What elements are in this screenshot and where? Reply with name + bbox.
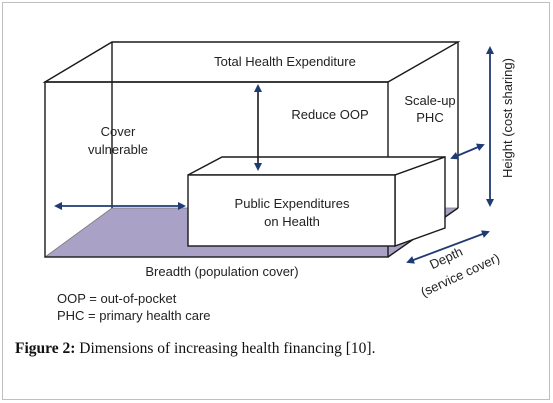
scale-up-phc-label-line1: Scale-up — [404, 93, 455, 108]
height-label: Height (cost sharing) — [500, 58, 515, 178]
inner-box — [187, 156, 446, 247]
total-health-expenditure-label: Total Health Expenditure — [214, 54, 356, 69]
scale-up-phc-label-line2: PHC — [416, 110, 443, 125]
public-expenditures-label-line1: Public Expenditures — [235, 196, 350, 211]
cover-vulnerable-label-line2: vulnerable — [88, 142, 148, 157]
legend-oop: OOP = out-of-pocket — [57, 291, 177, 306]
caption-text: Dimensions of increasing health financin… — [75, 340, 376, 357]
figure-caption: Figure 2: Dimensions of increasing healt… — [15, 340, 375, 358]
reduce-oop-label: Reduce OOP — [291, 107, 368, 122]
caption-label: Figure 2: — [15, 340, 76, 357]
public-expenditures-label-line2: on Health — [264, 214, 320, 229]
breadth-label: Breadth (population cover) — [145, 264, 298, 279]
scale-up-phc-arrow — [450, 143, 485, 160]
depth-arrow — [406, 230, 490, 264]
legend-phc: PHC = primary health care — [57, 308, 211, 323]
cover-vulnerable-label-line1: Cover — [101, 124, 136, 139]
